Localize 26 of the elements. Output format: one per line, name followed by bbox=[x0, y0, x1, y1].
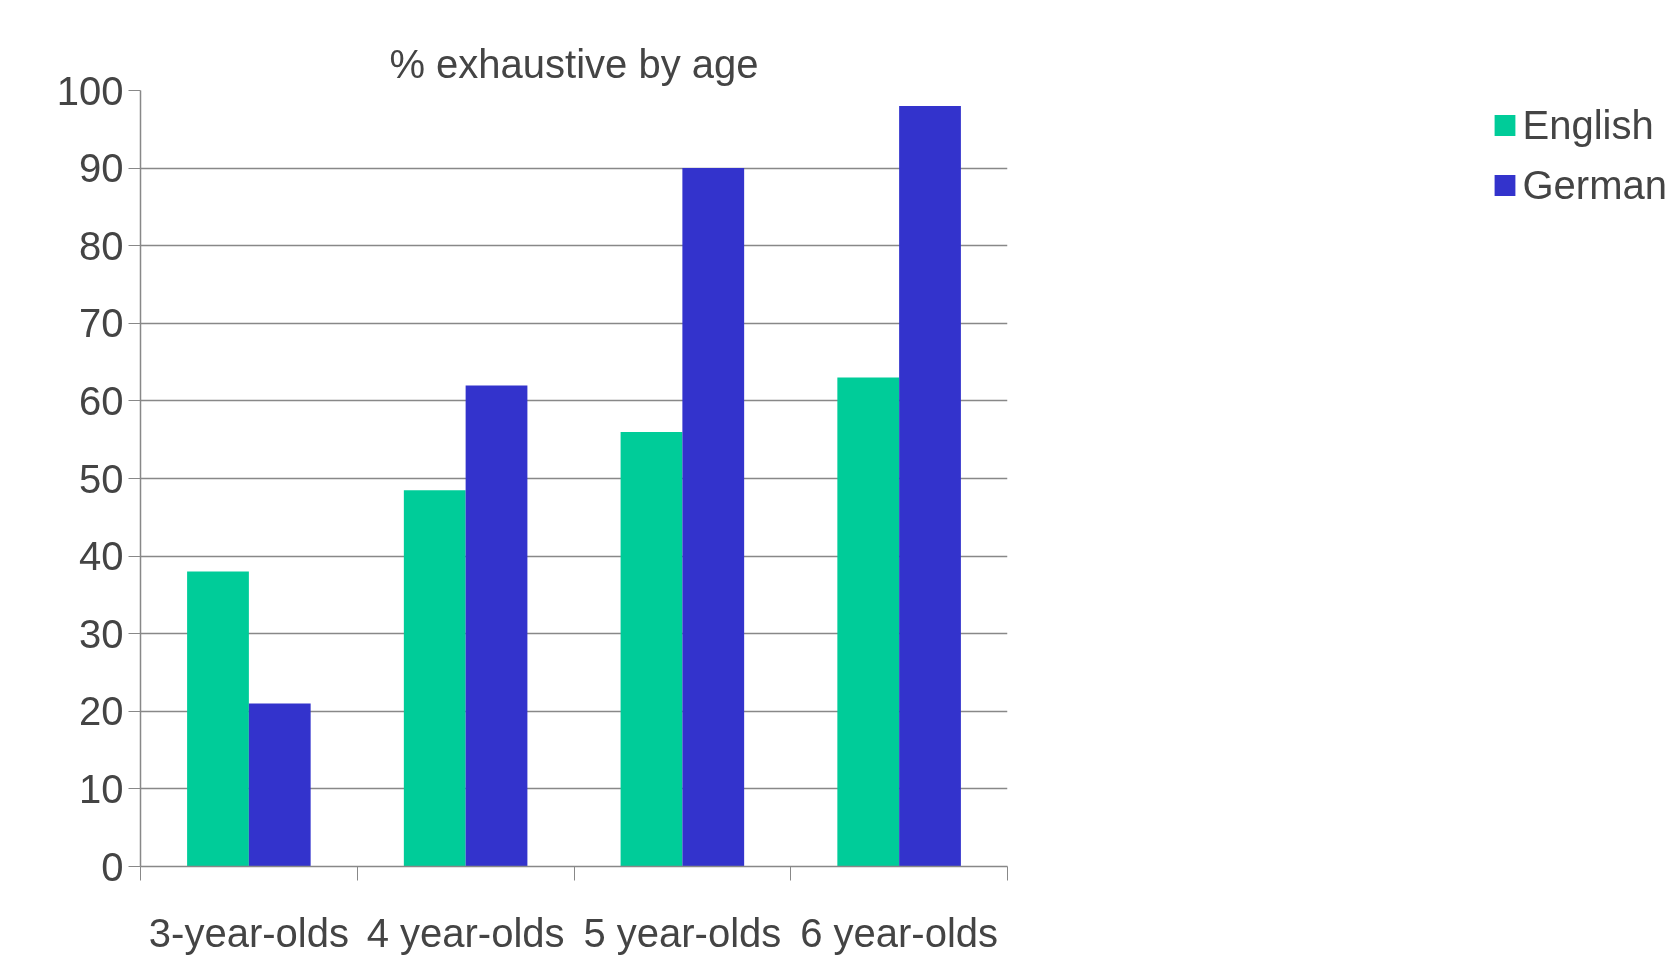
legend-label: German bbox=[1522, 161, 1667, 209]
y-tick-label: 90 bbox=[79, 146, 124, 191]
bar bbox=[248, 703, 311, 867]
y-tick-label: 20 bbox=[79, 689, 124, 734]
chart-title: % exhaustive by age bbox=[389, 41, 759, 86]
y-tick-label: 0 bbox=[101, 844, 124, 889]
bar bbox=[403, 490, 466, 867]
y-tick-label: 60 bbox=[79, 378, 124, 423]
bar bbox=[682, 168, 745, 867]
bar bbox=[187, 571, 249, 867]
x-tick-label: 3-year-olds bbox=[148, 910, 349, 955]
x-tick-label: 5 year-olds bbox=[583, 910, 782, 955]
bar bbox=[837, 377, 900, 867]
y-tick-label: 30 bbox=[79, 611, 124, 656]
bar bbox=[465, 385, 528, 867]
y-tick-label: 40 bbox=[79, 534, 124, 579]
bar bbox=[899, 106, 961, 867]
y-tick-label: 10 bbox=[79, 766, 124, 811]
x-tick-label: 4 year-olds bbox=[366, 910, 565, 955]
bar bbox=[620, 431, 683, 867]
y-tick-label: 50 bbox=[79, 456, 124, 501]
y-tick-label: 80 bbox=[79, 223, 124, 268]
legend-label: English bbox=[1522, 101, 1654, 149]
y-tick-label: 100 bbox=[56, 68, 124, 113]
y-tick-label: 70 bbox=[79, 301, 124, 346]
x-tick-label: 6 year-olds bbox=[800, 910, 999, 955]
